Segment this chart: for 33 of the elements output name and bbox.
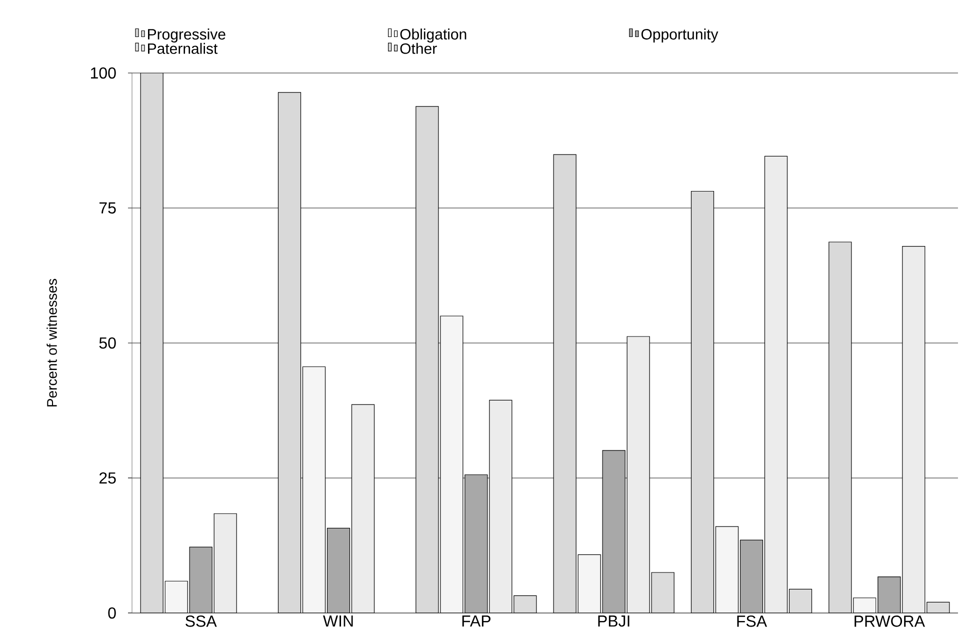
y-tick-label: 75 xyxy=(99,202,116,214)
bar xyxy=(902,246,926,613)
legend-label: Opportunity xyxy=(641,28,718,43)
bar xyxy=(214,513,237,613)
bar xyxy=(926,602,950,613)
bar xyxy=(626,336,650,613)
x-tick-label: FSA xyxy=(737,616,768,627)
x-tick-label: WIN xyxy=(323,616,353,627)
x-tick-label: PBJI xyxy=(598,616,630,627)
bar xyxy=(140,72,164,613)
x-tick-label: SSA xyxy=(186,616,217,627)
x-tick-label: FAP xyxy=(462,616,490,627)
y-axis-title: Percent of witnesses xyxy=(46,278,57,406)
legend-label: Obligation xyxy=(400,28,466,43)
y-tick-label: 0 xyxy=(108,607,116,619)
legend-label: Paternalist xyxy=(148,42,218,54)
bar xyxy=(489,400,512,613)
bar xyxy=(788,588,812,613)
x-tick-label: PRWORA xyxy=(854,616,925,627)
bar xyxy=(828,242,852,613)
bar xyxy=(764,156,788,613)
bar xyxy=(553,154,576,613)
bar xyxy=(278,92,302,613)
legend-label: Other xyxy=(400,42,437,54)
bar xyxy=(416,106,439,613)
y-tick-label: 100 xyxy=(91,67,116,79)
bar xyxy=(690,190,714,613)
bar xyxy=(651,572,674,613)
y-tick-label: 25 xyxy=(99,472,116,484)
y-tick-label: 50 xyxy=(99,337,116,349)
bar xyxy=(351,404,375,613)
bar xyxy=(514,595,537,613)
legend-label: Progressive xyxy=(148,28,226,43)
